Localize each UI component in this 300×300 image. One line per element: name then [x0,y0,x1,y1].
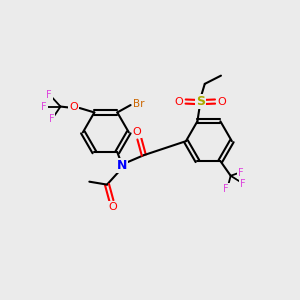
Text: F: F [238,168,244,178]
Text: F: F [240,179,246,189]
Text: N: N [116,159,127,172]
Text: S: S [196,95,206,108]
Text: O: O [217,97,226,106]
Text: F: F [224,184,229,194]
Text: O: O [69,102,78,112]
Text: O: O [109,202,117,212]
Text: F: F [41,102,47,112]
Text: O: O [175,97,184,106]
Text: F: F [46,90,52,100]
Text: O: O [133,128,141,137]
Text: F: F [49,114,55,124]
Text: Br: Br [133,99,145,109]
